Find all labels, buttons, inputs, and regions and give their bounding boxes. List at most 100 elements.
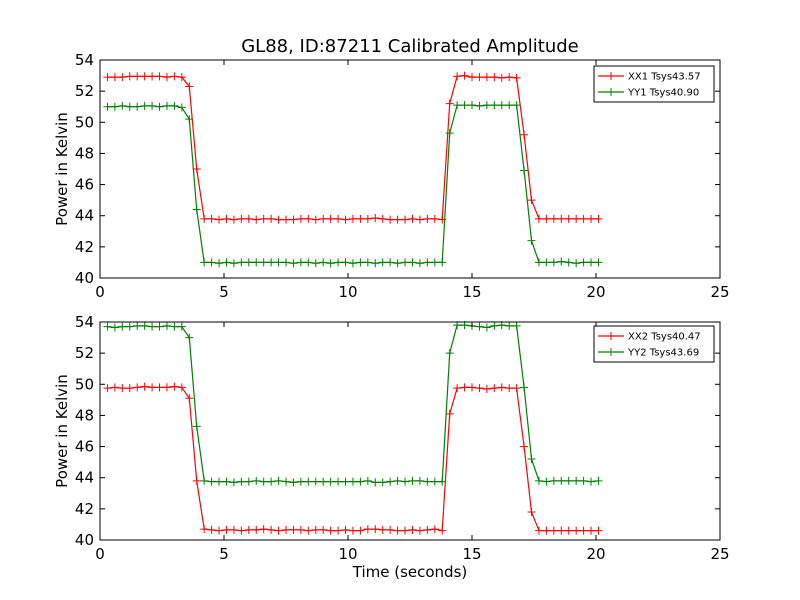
- data-point: [200, 214, 209, 223]
- data-point: [348, 214, 357, 223]
- data-point: [244, 477, 253, 486]
- data-point: [244, 258, 253, 267]
- data-point: [401, 526, 410, 535]
- x-tick-label: 0: [95, 545, 105, 563]
- data-point: [348, 526, 357, 535]
- data-point: [512, 101, 521, 110]
- data-point: [378, 478, 387, 487]
- data-point: [564, 214, 573, 223]
- data-point: [215, 215, 224, 224]
- data-point: [453, 384, 462, 393]
- data-point: [229, 259, 238, 268]
- data-point: [118, 101, 127, 110]
- data-point: [118, 384, 127, 393]
- data-point: [356, 477, 365, 486]
- data-point: [490, 73, 499, 82]
- data-point: [274, 215, 283, 224]
- data-point: [170, 101, 179, 110]
- data-point: [401, 258, 410, 267]
- data-point: [110, 383, 119, 392]
- x-tick-label: 0: [95, 283, 105, 301]
- y-tick-label: 42: [75, 238, 94, 256]
- chart-panel-2: 0 5 10 15 20 25 40 42 44 46 48 50 52 54 Power in Kelvi…: [53, 313, 730, 581]
- data-point: [319, 477, 328, 486]
- plot-frame: [99, 59, 721, 279]
- data-point: [155, 383, 164, 392]
- data-point: [200, 525, 209, 534]
- data-point: [371, 214, 380, 223]
- data-point: [125, 102, 134, 111]
- data-point: [289, 215, 298, 224]
- data-point: [505, 321, 514, 330]
- data-point: [229, 215, 238, 224]
- data-point: [296, 214, 305, 223]
- y-tick-label: 44: [75, 207, 94, 225]
- data-point: [237, 526, 246, 535]
- data-point: [378, 258, 387, 267]
- data-point: [304, 526, 313, 535]
- data-point: [229, 478, 238, 487]
- data-point: [162, 383, 171, 392]
- data-point: [326, 214, 335, 223]
- data-point: [401, 215, 410, 224]
- data-point: [162, 73, 171, 82]
- y-tick-label: 52: [75, 344, 94, 362]
- data-point: [103, 102, 112, 111]
- data-point: [311, 215, 320, 224]
- data-point: [579, 476, 588, 485]
- data-point: [453, 72, 462, 81]
- data-point: [237, 258, 246, 267]
- data-point: [520, 166, 529, 175]
- data-point: [549, 476, 558, 485]
- data-point: [557, 526, 566, 535]
- data-point: [341, 477, 350, 486]
- data-point: [319, 214, 328, 223]
- data-point: [200, 476, 209, 485]
- data-point: [438, 526, 447, 535]
- data-point: [587, 526, 596, 535]
- data-point: [497, 73, 506, 82]
- data-point: [148, 322, 157, 331]
- data-point: [512, 73, 521, 82]
- x-tick-label: 15: [462, 283, 481, 301]
- data-point: [140, 72, 149, 81]
- data-point: [185, 82, 194, 91]
- data-point: [133, 383, 142, 392]
- data-point: [162, 101, 171, 110]
- data-point: [363, 525, 372, 534]
- data-point: [207, 214, 216, 223]
- data-point: [445, 99, 454, 108]
- data-point: [430, 477, 439, 486]
- data-point: [326, 259, 335, 268]
- data-point: [527, 507, 536, 516]
- data-point: [460, 383, 469, 392]
- x-tick-label: 10: [338, 545, 357, 563]
- data-point: [475, 101, 484, 110]
- data-point: [237, 214, 246, 223]
- data-point: [423, 258, 432, 267]
- data-point: [579, 258, 588, 267]
- data-point: [363, 214, 372, 223]
- y-tick-label: 40: [75, 531, 94, 549]
- data-point: [274, 476, 283, 485]
- data-point: [594, 526, 603, 535]
- data-point: [557, 257, 566, 266]
- data-point: [475, 384, 484, 393]
- data-point: [282, 258, 290, 267]
- data-point: [423, 525, 432, 534]
- data-point: [177, 322, 186, 331]
- data-point: [192, 476, 201, 485]
- x-tick-label: 20: [586, 545, 605, 563]
- data-point: [356, 214, 365, 223]
- data-point: [311, 525, 320, 534]
- data-point: [572, 526, 581, 535]
- data-point: [326, 526, 335, 535]
- data-point: [296, 258, 305, 267]
- data-point: [259, 525, 268, 534]
- data-point: [148, 72, 157, 81]
- data-point: [125, 322, 134, 331]
- data-point: [564, 526, 573, 535]
- data-point: [140, 382, 149, 391]
- data-point: [430, 258, 439, 267]
- data-point: [557, 214, 566, 223]
